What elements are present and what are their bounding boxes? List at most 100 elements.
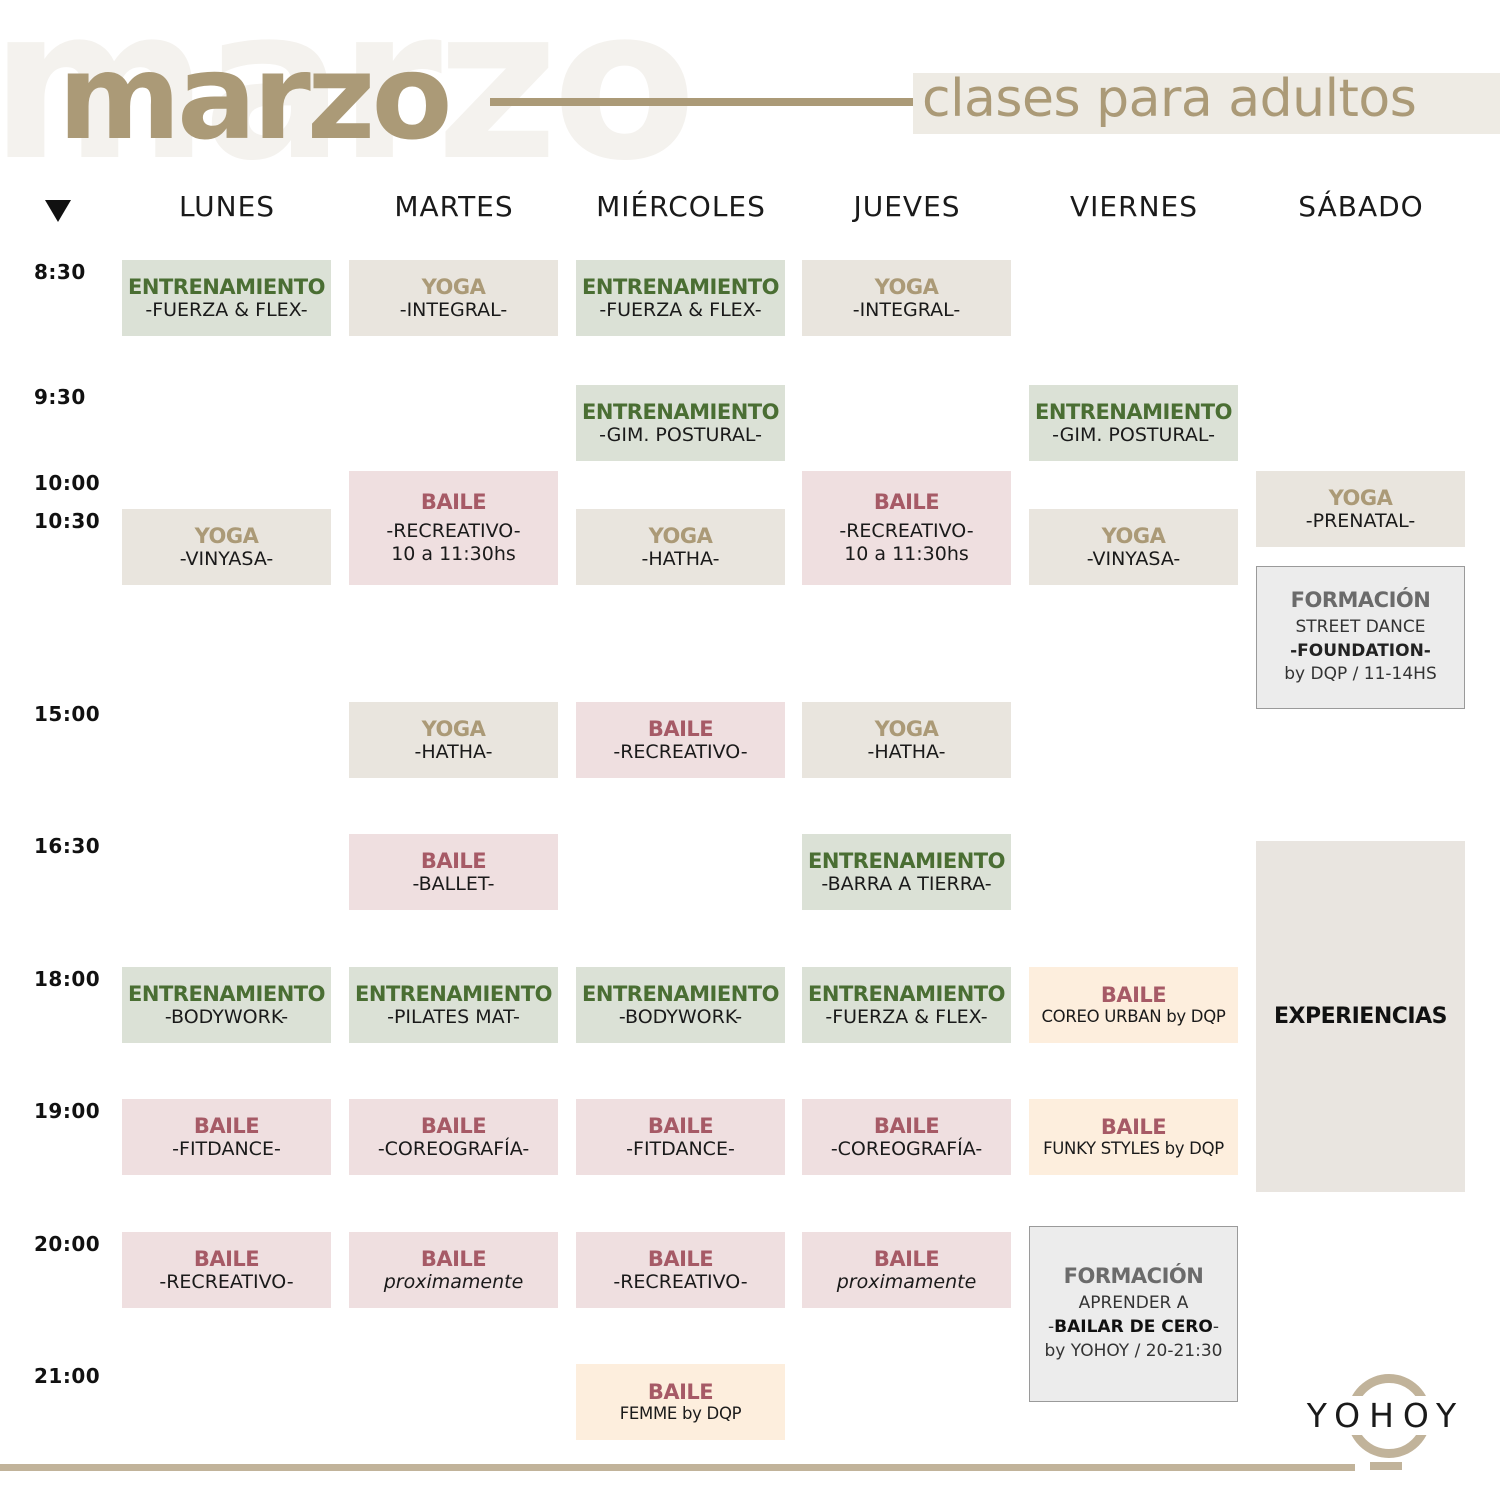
footer-divider [0,1464,1355,1471]
class-category: BAILE [420,1113,487,1138]
class-card[interactable]: BAILE -RECREATIVO- [576,702,785,778]
time-label: 20:00 [34,1232,101,1256]
class-category: ENTRENAMIENTO [128,981,325,1006]
class-category: BAILE [420,490,487,515]
class-card[interactable]: ENTRENAMIENTO -BODYWORK- [122,967,331,1043]
class-card[interactable]: YOGA -HATHA- [802,702,1011,778]
class-card[interactable]: YOGA -VINYASA- [1029,509,1238,585]
class-card[interactable]: YOGA -PRENATAL- [1256,471,1465,547]
class-category: BAILE [647,716,714,741]
class-card[interactable]: ENTRENAMIENTO -GIM. POSTURAL- [576,385,785,461]
class-category: BAILE [420,848,487,873]
class-category: ENTRENAMIENTO [582,981,779,1006]
class-card[interactable]: ENTRENAMIENTO -BARRA A TIERRA- [802,834,1011,910]
formacion-line: -BAILAR DE CERO- [1048,1316,1219,1340]
class-category: BAILE [873,1113,940,1138]
time-label: 15:00 [34,702,101,726]
class-name: proximamente [383,1270,524,1293]
class-card[interactable]: BAILE -RECREATIVO- 10 a 11:30hs [349,471,558,585]
class-category: EXPERIENCIAS [1274,1003,1447,1029]
class-card[interactable]: YOGA -INTEGRAL- [802,260,1011,336]
day-header-miercoles: MIÉRCOLES [596,190,766,223]
page-subtitle: clases para adultos [922,69,1417,129]
class-name: -BARRA A TIERRA- [821,872,992,895]
class-card[interactable]: BAILE COREO URBAN by DQP [1029,967,1238,1043]
class-category: BAILE [193,1113,260,1138]
class-card[interactable]: BAILE FUNKY STYLES by DQP [1029,1099,1238,1175]
class-name: -FUERZA & FLEX- [825,1005,988,1028]
class-card[interactable]: YOGA -HATHA- [349,702,558,778]
class-card[interactable]: YOGA -HATHA- [576,509,785,585]
class-name: proximamente [836,1270,977,1293]
formacion-card[interactable]: FORMACIÓN STREET DANCE -FOUNDATION- by D… [1256,566,1465,709]
class-category: BAILE [873,1246,940,1271]
class-name: -COREOGRAFÍA- [830,1137,983,1160]
time-label: 21:00 [34,1364,101,1388]
formacion-line: by YOHOY / 20-21:30 [1044,1340,1223,1361]
time-label: 10:00 [34,471,101,495]
class-card[interactable]: BAILE -RECREATIVO- [576,1232,785,1308]
class-name: -PRENATAL- [1305,509,1416,532]
class-name: -INTEGRAL- [399,298,508,321]
class-category: YOGA [421,274,486,299]
class-category: BAILE [1100,983,1167,1008]
class-card[interactable]: ENTRENAMIENTO -FUERZA & FLEX- [576,260,785,336]
class-card[interactable]: BAILE -FITDANCE- [122,1099,331,1175]
class-card[interactable]: ENTRENAMIENTO -FUERZA & FLEX- [802,967,1011,1043]
class-category: ENTRENAMIENTO [582,399,779,424]
class-name: -RECREATIVO- [386,520,521,543]
class-card[interactable]: BAILE proximamente [802,1232,1011,1308]
class-category: ENTRENAMIENTO [582,274,779,299]
time-label: 8:30 [34,260,86,284]
formacion-highlight: BAILAR DE CERO [1054,1317,1213,1338]
class-card[interactable]: BAILE -FITDANCE- [576,1099,785,1175]
experiencias-card[interactable]: EXPERIENCIAS [1256,841,1465,1192]
class-category: YOGA [874,274,939,299]
formacion-card[interactable]: FORMACIÓN APRENDER A -BAILAR DE CERO- by… [1029,1226,1238,1402]
class-name: -BALLET- [412,872,495,895]
class-category: YOGA [1101,523,1166,548]
class-card[interactable]: BAILE FEMME by DQP [576,1364,785,1440]
class-name: -FUERZA & FLEX- [599,298,762,321]
class-name: -HATHA- [414,740,493,763]
title-divider [490,98,915,106]
class-name: -HATHA- [867,740,946,763]
class-card[interactable]: ENTRENAMIENTO -GIM. POSTURAL- [1029,385,1238,461]
class-name: -FITDANCE- [626,1137,735,1160]
class-name: -RECREATIVO- [613,740,748,763]
class-name: FEMME by DQP [619,1404,742,1424]
class-card[interactable]: BAILE -COREOGRAFÍA- [802,1099,1011,1175]
class-card[interactable]: ENTRENAMIENTO -PILATES MAT- [349,967,558,1043]
class-card[interactable]: BAILE proximamente [349,1232,558,1308]
class-name: -RECREATIVO- [159,1270,294,1293]
class-card[interactable]: BAILE -COREOGRAFÍA- [349,1099,558,1175]
class-category: YOGA [421,716,486,741]
class-name: -HATHA- [641,547,720,570]
class-category: ENTRENAMIENTO [128,274,325,299]
formacion-line: by DQP / 11-14HS [1284,664,1437,685]
class-name: -GIM. POSTURAL- [599,423,762,446]
class-name: -BODYWORK- [618,1005,743,1028]
day-header-sabado: SÁBADO [1298,190,1424,223]
class-category: YOGA [194,523,259,548]
class-category: FORMACIÓN [1290,587,1431,612]
logo-wordmark: YOHOY [1304,1396,1468,1435]
day-header-jueves: JUEVES [853,190,961,223]
time-label: 9:30 [34,385,86,409]
dash: - [1048,1317,1055,1338]
class-card[interactable]: BAILE -RECREATIVO- 10 a 11:30hs [802,471,1011,585]
class-name: -VINYASA- [1086,547,1181,570]
class-card[interactable]: BAILE -BALLET- [349,834,558,910]
class-card[interactable]: YOGA -INTEGRAL- [349,260,558,336]
class-card[interactable]: BAILE -RECREATIVO- [122,1232,331,1308]
class-name: -INTEGRAL- [852,298,961,321]
day-header-martes: MARTES [394,190,514,223]
class-name: -FITDANCE- [172,1137,281,1160]
class-category: BAILE [647,1246,714,1271]
formacion-line: -FOUNDATION- [1290,640,1431,661]
class-card[interactable]: YOGA -VINYASA- [122,509,331,585]
class-category: YOGA [648,523,713,548]
class-category: YOGA [874,716,939,741]
class-card[interactable]: ENTRENAMIENTO -FUERZA & FLEX- [122,260,331,336]
class-card[interactable]: ENTRENAMIENTO -BODYWORK- [576,967,785,1043]
